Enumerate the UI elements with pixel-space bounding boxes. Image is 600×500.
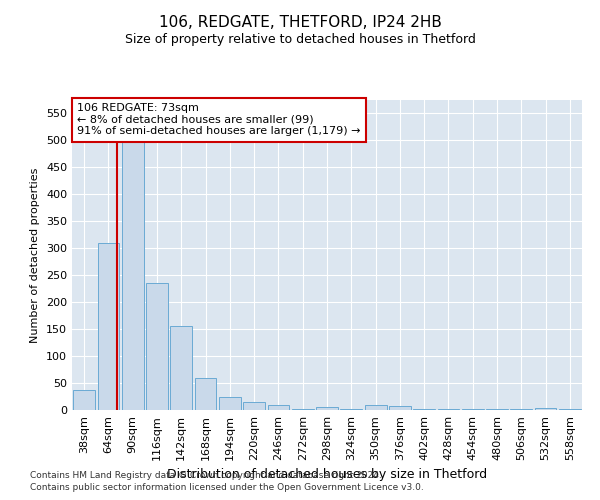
- Bar: [170, 326, 192, 410]
- Bar: [73, 390, 95, 410]
- Bar: [268, 404, 289, 410]
- Bar: [365, 404, 386, 410]
- X-axis label: Distribution of detached houses by size in Thetford: Distribution of detached houses by size …: [167, 468, 487, 481]
- Bar: [243, 402, 265, 410]
- Y-axis label: Number of detached properties: Number of detached properties: [31, 168, 40, 342]
- Bar: [194, 378, 217, 410]
- Text: Size of property relative to detached houses in Thetford: Size of property relative to detached ho…: [125, 32, 475, 46]
- Bar: [389, 406, 411, 410]
- Bar: [219, 396, 241, 410]
- Text: Contains HM Land Registry data © Crown copyright and database right 2024.: Contains HM Land Registry data © Crown c…: [30, 471, 382, 480]
- Bar: [146, 284, 168, 410]
- Bar: [535, 408, 556, 410]
- Text: Contains public sector information licensed under the Open Government Licence v3: Contains public sector information licen…: [30, 484, 424, 492]
- Bar: [316, 408, 338, 410]
- Bar: [97, 243, 119, 410]
- Text: 106, REDGATE, THETFORD, IP24 2HB: 106, REDGATE, THETFORD, IP24 2HB: [158, 15, 442, 30]
- Text: 106 REDGATE: 73sqm
← 8% of detached houses are smaller (99)
91% of semi-detached: 106 REDGATE: 73sqm ← 8% of detached hous…: [77, 103, 361, 136]
- Bar: [122, 130, 143, 410]
